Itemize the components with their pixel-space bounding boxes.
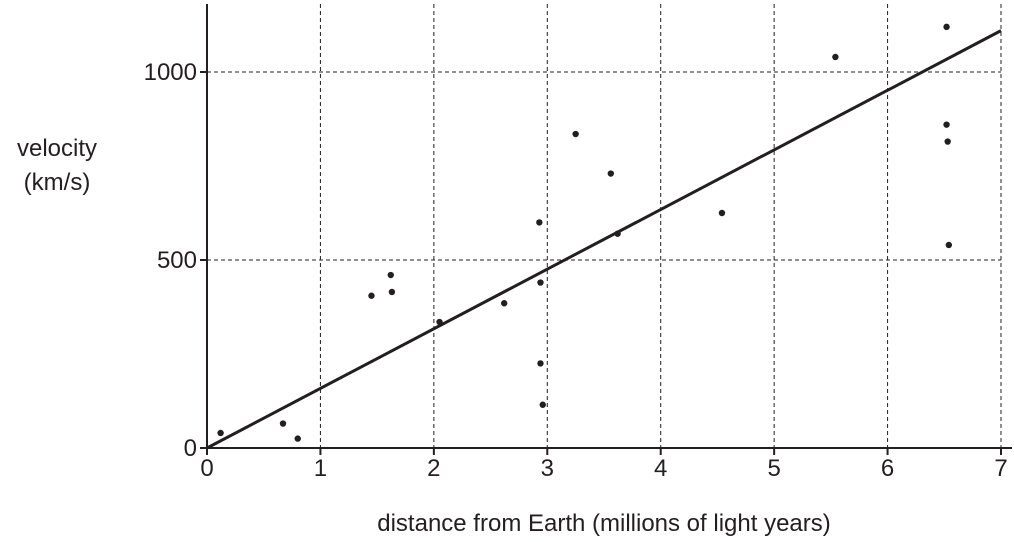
x-tick-label-2: 2 [427,455,440,482]
data-point-20 [945,241,953,249]
data-point-15 [718,209,726,217]
x-tick-label-3: 3 [541,455,554,482]
data-point-18 [943,121,950,128]
data-point-14 [614,230,621,237]
data-point-4 [387,271,394,279]
tick-marks [200,71,1002,455]
trend-line [206,29,1002,450]
data-point-3 [368,292,375,299]
x-tick-label-5: 5 [767,455,780,482]
grid-lines [207,4,1002,448]
y-axis-label-line-2: (km/s) [24,169,91,196]
x-tick-label-7: 7 [994,455,1007,482]
data-point-12 [572,130,579,138]
data-point-0 [217,429,224,437]
y-tick-label-0: 0 [184,435,197,462]
x-tick-label-1: 1 [314,455,327,482]
data-point-2 [294,435,301,442]
data-point-7 [500,300,508,307]
data-point-1 [279,420,287,427]
axes [201,4,1012,454]
data-point-9 [537,279,544,286]
data-point-11 [539,401,546,408]
x-tick-label-0: 0 [200,455,213,482]
data-point-19 [944,138,951,145]
data-point-17 [943,23,950,31]
y-axis-label-line-1: velocity [17,135,97,162]
x-axis-label: distance from Earth (millions of light y… [377,510,831,537]
x-tick-label-4: 4 [654,455,667,482]
trend-line-group [206,29,1002,450]
y-tick-label-500: 500 [157,247,197,274]
tick-labels: 0 1 2 3 4 5 6 7 0 500 1000 [144,59,1008,482]
y-tick-label-1000: 1000 [144,59,197,86]
data-point-8 [536,219,543,226]
data-points [217,23,953,442]
data-point-16 [832,53,839,61]
data-point-10 [537,360,544,367]
data-point-5 [388,288,396,296]
data-point-6 [436,318,443,326]
x-tick-label-6: 6 [881,455,894,482]
data-point-13 [607,170,615,177]
